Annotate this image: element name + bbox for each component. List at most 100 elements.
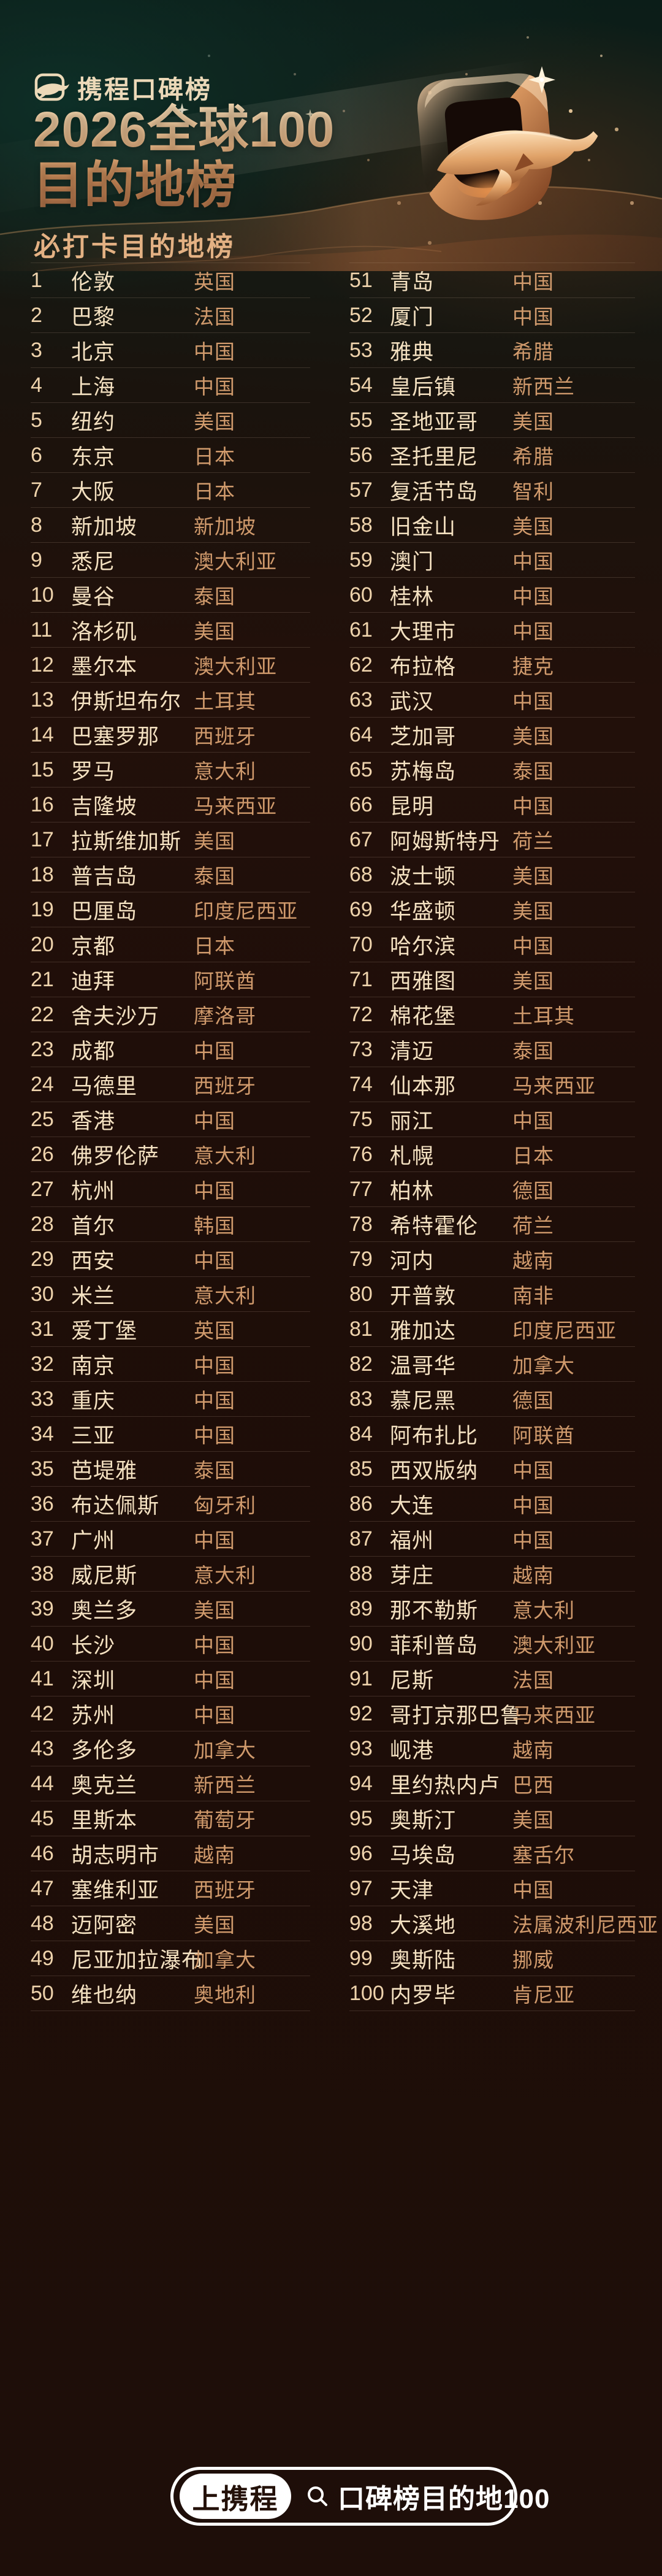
cta-pill-button[interactable]: 上携程 口碑榜目的地100 <box>170 2467 549 2526</box>
rank-cell: 68 <box>349 862 373 886</box>
list-row: 23 成都 中国 <box>31 1032 310 1067</box>
cta-search-area[interactable]: 口碑榜目的地100 <box>306 2477 550 2516</box>
city-cell: 舍夫沙万 <box>71 1004 160 1029</box>
country-cell: 美国 <box>512 865 554 887</box>
list-row: 92 哥打京那巴鲁 马来西亚 <box>349 1696 635 1731</box>
ranking-list-left: 1 伦敦 英国 2 巴黎 法国 3 北京 中国 4 上海 中国 5 纽约 美国 6 东京 日本 7 大阪 日本 8 新加坡新… <box>31 263 310 2011</box>
list-row: 4 上海 中国 <box>31 368 310 403</box>
rank-cell: 34 <box>31 1422 54 1446</box>
city-cell: 河内 <box>390 1249 435 1273</box>
brand-logo: 携程口碑榜 <box>34 69 212 105</box>
country-cell: 澳大利亚 <box>194 655 277 678</box>
city-cell: 大阪 <box>71 480 116 504</box>
city-cell: 南京 <box>71 1354 116 1378</box>
list-row: 34 三亚 中国 <box>31 1417 310 1452</box>
rank-cell: 9 <box>31 548 42 572</box>
city-cell: 塞维利亚 <box>71 1878 160 1903</box>
city-cell: 哥打京那巴鲁 <box>390 1703 523 1728</box>
page-title: 2026全球100 目的地榜 <box>33 102 401 213</box>
country-cell: 中国 <box>194 1669 235 1692</box>
rank-cell: 30 <box>31 1282 54 1306</box>
rank-cell: 77 <box>349 1177 373 1201</box>
list-row: 22 舍夫沙万 摩洛哥 <box>31 997 310 1032</box>
country-cell: 泰国 <box>194 1459 235 1482</box>
list-row: 99 奥斯陆 挪威 <box>349 1941 635 1976</box>
list-row: 19 巴厘岛 印度尼西亚 <box>31 892 310 927</box>
rank-cell: 74 <box>349 1072 373 1096</box>
list-row: 43 多伦多 加拿大 <box>31 1731 310 1766</box>
list-row: 35 芭堤雅 泰国 <box>31 1452 310 1487</box>
country-cell: 中国 <box>194 1424 235 1447</box>
rank-cell: 6 <box>31 443 42 467</box>
list-row: 68 波士顿 美国 <box>349 857 635 892</box>
list-row: 15 罗马 意大利 <box>31 753 310 788</box>
country-cell: 中国 <box>512 795 554 818</box>
country-cell: 智利 <box>512 480 554 503</box>
country-cell: 荷兰 <box>512 1214 554 1237</box>
rank-cell: 73 <box>349 1037 373 1061</box>
country-cell: 中国 <box>194 1110 235 1132</box>
list-row: 69 华盛顿 美国 <box>349 892 635 927</box>
rank-cell: 17 <box>31 827 54 851</box>
country-cell: 中国 <box>512 1529 554 1552</box>
list-row: 8 新加坡 新加坡 <box>31 508 310 543</box>
cta-search-label: 口碑榜目的地100 <box>338 2484 550 2514</box>
list-row: 62 布拉格 捷克 <box>349 648 635 683</box>
rank-cell: 55 <box>349 408 373 432</box>
list-row: 88 芽庄 越南 <box>349 1557 635 1592</box>
country-cell: 意大利 <box>194 760 256 783</box>
rank-cell: 18 <box>31 862 54 886</box>
rank-cell: 46 <box>31 1841 54 1865</box>
city-cell: 杭州 <box>71 1179 116 1203</box>
city-cell: 西安 <box>71 1249 116 1273</box>
list-row: 59 澳门 中国 <box>349 543 635 578</box>
city-cell: 青岛 <box>390 270 435 294</box>
city-cell: 岘港 <box>390 1738 435 1763</box>
list-row: 95 奥斯汀 美国 <box>349 1801 635 1836</box>
cta-brand-button[interactable]: 上携程 <box>180 2474 291 2519</box>
country-cell: 中国 <box>194 1634 235 1657</box>
rank-cell: 62 <box>349 653 373 677</box>
country-cell: 越南 <box>512 1739 554 1761</box>
city-cell: 棉花堡 <box>390 1004 457 1029</box>
rank-cell: 76 <box>349 1142 373 1166</box>
trip-dolphin-badge-icon <box>34 73 69 101</box>
rank-cell: 59 <box>349 548 373 572</box>
country-cell: 肯尼亚 <box>512 1984 575 2006</box>
country-cell: 美国 <box>512 900 554 922</box>
rank-cell: 94 <box>349 1771 373 1795</box>
country-cell: 日本 <box>512 1144 554 1167</box>
city-cell: 上海 <box>71 375 116 399</box>
country-cell: 挪威 <box>512 1949 554 1971</box>
country-cell: 巴西 <box>512 1774 554 1796</box>
rank-cell: 5 <box>31 408 42 432</box>
city-cell: 佛罗伦萨 <box>71 1144 160 1168</box>
list-row: 86 大连 中国 <box>349 1487 635 1522</box>
country-cell: 马来西亚 <box>194 795 277 818</box>
list-row: 90 菲利普岛 澳大利亚 <box>349 1627 635 1662</box>
country-cell: 中国 <box>194 1040 235 1062</box>
section-title: 必打卡目的地榜 <box>34 232 235 262</box>
list-row: 56 圣托里尼 希腊 <box>349 438 635 473</box>
country-cell: 西班牙 <box>194 725 256 748</box>
list-row: 58 旧金山 美国 <box>349 508 635 543</box>
city-cell: 三亚 <box>71 1424 116 1448</box>
list-row: 30 米兰 意大利 <box>31 1277 310 1312</box>
rank-cell: 69 <box>349 897 373 921</box>
city-cell: 东京 <box>71 445 116 469</box>
country-cell: 美国 <box>512 1809 554 1831</box>
list-row: 76 札幌 日本 <box>349 1137 635 1172</box>
country-cell: 印度尼西亚 <box>194 900 298 922</box>
city-cell: 拉斯维加斯 <box>71 829 182 854</box>
city-cell: 奥克兰 <box>71 1773 138 1798</box>
country-cell: 泰国 <box>194 585 235 608</box>
list-row: 83 慕尼黑 德国 <box>349 1382 635 1417</box>
rank-cell: 32 <box>31 1352 54 1376</box>
rank-cell: 81 <box>349 1317 373 1341</box>
city-cell: 深圳 <box>71 1668 116 1693</box>
rank-cell: 51 <box>349 268 373 292</box>
list-row: 31 爱丁堡 英国 <box>31 1312 310 1347</box>
list-row: 72 棉花堡 土耳其 <box>349 997 635 1032</box>
country-cell: 中国 <box>194 375 235 398</box>
country-cell: 中国 <box>512 620 554 643</box>
